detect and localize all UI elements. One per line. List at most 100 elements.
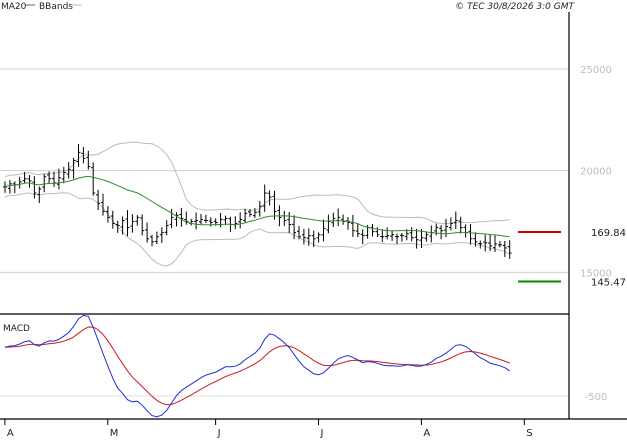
price-bar — [390, 231, 395, 241]
price-bar — [262, 184, 267, 212]
price-bar — [292, 215, 297, 240]
price-bar — [453, 211, 458, 230]
price-bar — [380, 229, 385, 243]
price-bar — [497, 241, 502, 248]
price-bar — [125, 210, 130, 237]
level-value-0: 169.84 — [591, 228, 626, 239]
level-value-1: 145.47 — [591, 278, 626, 289]
price-bar — [76, 144, 81, 167]
price-bar — [37, 186, 42, 204]
price-bar — [86, 150, 91, 170]
price-bar — [145, 222, 150, 243]
price-bar — [22, 172, 27, 184]
price-bar — [184, 211, 189, 225]
price-bar — [154, 231, 159, 245]
price-bar — [360, 229, 365, 245]
price-bar — [194, 212, 199, 230]
price-bar — [439, 225, 444, 240]
price-bar — [179, 207, 184, 227]
month-label: J — [320, 428, 324, 439]
price-bar — [56, 168, 61, 190]
price-bar — [355, 223, 360, 237]
price-bar — [311, 230, 316, 248]
price-bar — [61, 166, 66, 184]
price-bar — [419, 228, 424, 249]
price-bar — [404, 229, 409, 241]
macd-panel-title: MACD — [3, 324, 30, 334]
price-bar — [316, 232, 321, 243]
price-bar — [42, 173, 47, 193]
price-bar — [199, 213, 203, 225]
chart-frame — [0, 12, 627, 420]
price-bar — [483, 234, 488, 252]
month-label: J — [217, 428, 221, 439]
price-bar — [27, 175, 32, 188]
price-bar — [252, 208, 257, 218]
month-label: A — [423, 428, 430, 439]
price-bar — [409, 227, 414, 242]
price-bar — [272, 190, 277, 220]
price-bar — [110, 210, 115, 229]
price-bar — [101, 193, 105, 216]
price-bar — [105, 205, 110, 223]
price-bar — [140, 214, 145, 236]
price-bar — [321, 219, 326, 242]
price-bar — [135, 215, 140, 226]
price-bar — [493, 235, 497, 253]
price-bar — [488, 234, 493, 252]
price-bar — [81, 147, 86, 164]
price-bar — [297, 226, 301, 240]
price-bar — [7, 180, 12, 194]
price-bar — [238, 212, 243, 229]
price-bar — [473, 232, 478, 247]
price-bar — [424, 232, 429, 242]
price-bar — [267, 190, 272, 206]
price-bar — [169, 208, 174, 229]
price-bar — [174, 212, 179, 227]
price-bar — [385, 227, 390, 240]
price-bar — [91, 162, 96, 196]
price-bar — [130, 214, 135, 233]
price-bar — [502, 240, 507, 257]
price-bar — [115, 220, 120, 233]
price-bar — [32, 176, 37, 199]
price-bar — [164, 220, 169, 236]
price-bar — [96, 189, 101, 211]
price-tick-label: 20000 — [580, 167, 612, 178]
price-bar — [150, 234, 154, 247]
price-bar — [47, 171, 52, 184]
price-grid — [0, 68, 569, 273]
bband-lower-line — [4, 192, 510, 267]
price-bar — [507, 240, 512, 259]
ma20-line-group — [4, 175, 510, 238]
price-bar — [66, 162, 71, 179]
price-bar — [478, 240, 483, 249]
legend-bbands-label: BBands — [39, 2, 73, 12]
price-bar — [257, 201, 262, 217]
ma20-line — [4, 175, 510, 238]
price-bar — [350, 214, 355, 237]
price-axis: 15000 20000 25000 — [580, 65, 612, 279]
price-bar — [159, 227, 164, 243]
month-label: A — [7, 428, 14, 439]
bollinger-bands — [4, 141, 510, 267]
bband-upper-line — [4, 141, 510, 225]
price-tick-label: 15000 — [580, 268, 612, 279]
price-bar — [468, 224, 473, 245]
price-bar — [395, 233, 399, 244]
price-bar — [71, 157, 76, 179]
price-bar — [458, 216, 463, 234]
price-bar — [301, 228, 306, 245]
price-bar — [243, 208, 248, 223]
month-label: M — [110, 428, 119, 439]
month-label: S — [526, 428, 532, 439]
macd-tick-label: -500 — [585, 392, 608, 403]
price-bar — [306, 228, 311, 246]
macd-panel: -500 — [0, 314, 608, 418]
price-bar — [331, 212, 336, 227]
price-bar — [399, 233, 404, 242]
price-levels: 169.84 145.47 — [518, 228, 626, 289]
price-bar — [448, 217, 453, 231]
